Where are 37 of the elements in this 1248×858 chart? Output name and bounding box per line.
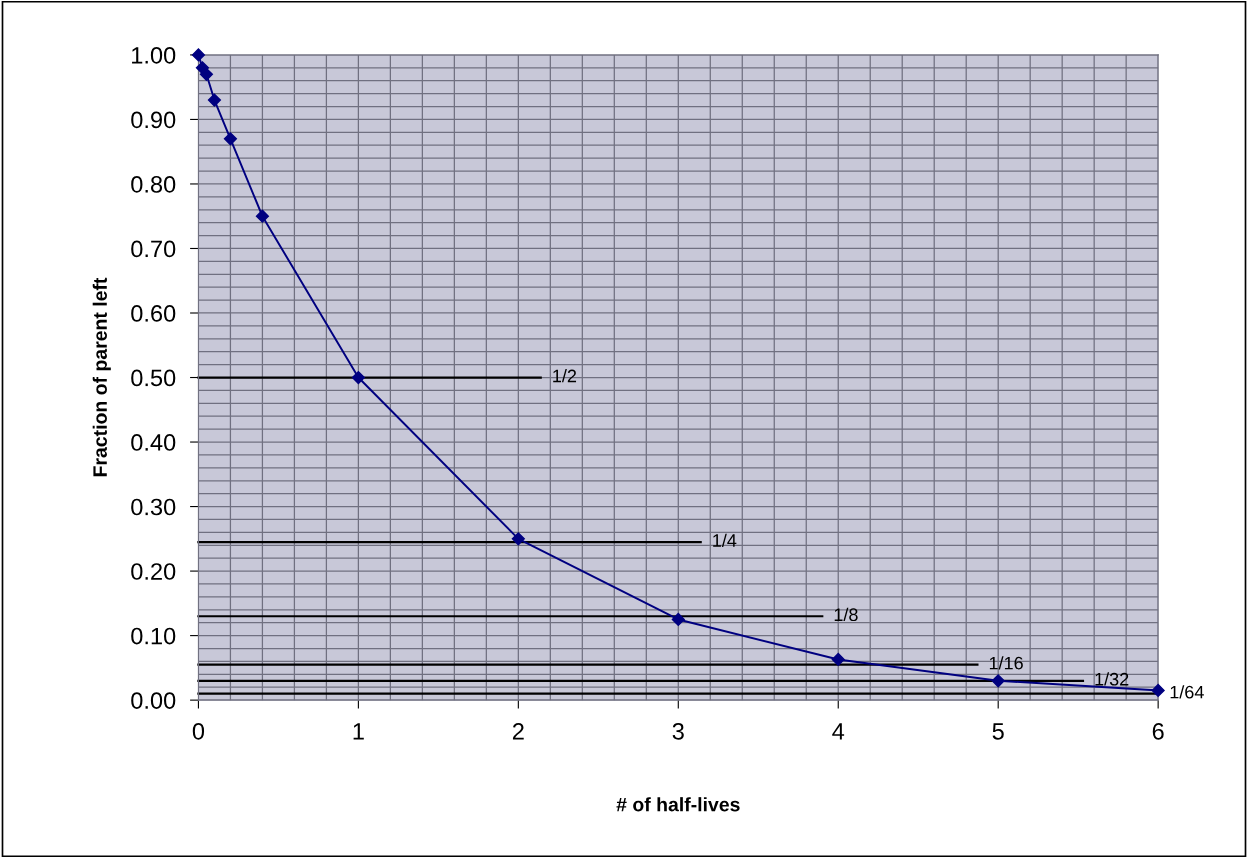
annotation: 1/2 — [553, 369, 577, 383]
point — [191, 48, 206, 62]
y-tick-label: 0.50 — [131, 369, 176, 387]
point — [351, 370, 365, 385]
y-axis-title: Fraction of parent left — [92, 277, 111, 477]
x-tick-label: 1 — [353, 723, 364, 740]
y-tick-label: 0.10 — [131, 627, 176, 645]
annotation: 1/4 — [713, 533, 737, 547]
y-tick-label: 0.40 — [131, 434, 176, 451]
point — [255, 209, 270, 223]
point — [199, 67, 214, 81]
x-tick-label: 2 — [512, 722, 524, 740]
x-tick-label: 3 — [672, 722, 684, 740]
x-tick-label: 4 — [832, 723, 845, 740]
y-tick-label: 0.90 — [131, 111, 176, 129]
x-tick-label: 5 — [992, 723, 1004, 740]
y-tick-label: 0.70 — [131, 240, 176, 258]
y-tick-label: 0.00 — [131, 692, 176, 709]
annotation: 1/8 — [834, 607, 858, 622]
y-tick-label: 0.80 — [131, 176, 176, 193]
x-tick-label: 0 — [192, 722, 205, 740]
point — [511, 532, 525, 546]
annotation: 1/16 — [989, 656, 1023, 670]
x-tick-label: 6 — [1152, 722, 1164, 740]
point — [223, 132, 238, 146]
point — [991, 674, 1005, 688]
point — [671, 612, 685, 627]
annotation: 1/32 — [1095, 672, 1129, 686]
y-tick-label: 0.60 — [131, 305, 176, 322]
point — [207, 93, 222, 107]
y-tick-label: 1.00 — [132, 46, 176, 64]
x-axis-title: # of half-lives — [616, 797, 740, 812]
point — [1151, 683, 1165, 698]
y-tick-label: 0.30 — [131, 498, 176, 516]
y-tick-label: 0.20 — [131, 563, 176, 580]
point — [831, 652, 845, 667]
annotation: 1/64 — [1170, 685, 1204, 699]
